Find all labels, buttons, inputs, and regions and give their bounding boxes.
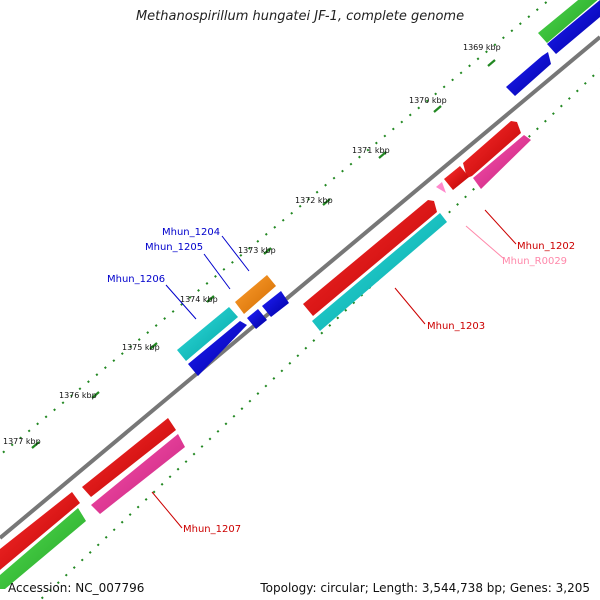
gene-label-mhun-1202[interactable]: Mhun_1202: [517, 241, 575, 252]
gene-arrow-red-bottom[interactable]: [0, 492, 80, 570]
major-ticks: [31, 59, 496, 449]
gene-arrow-pink-1207[interactable]: [91, 434, 185, 514]
accession-label: Accession: NC_007796: [8, 581, 145, 595]
gene-arrow-red-small[interactable]: [444, 166, 469, 190]
genome-summary-label: Topology: circular; Length: 3,544,738 bp…: [260, 581, 590, 595]
gene-label-mhun-r0029[interactable]: Mhun_R0029: [502, 256, 567, 267]
gene-arrow-cyan-1203[interactable]: [312, 213, 447, 331]
gene-arrow-cyan-1206[interactable]: [177, 307, 238, 361]
trna-r0029[interactable]: [436, 182, 446, 193]
ticks-outer: [0, 0, 551, 456]
gene-arrow-blue-1369[interactable]: [506, 52, 551, 96]
scale-label-1376: 1376 kbp: [59, 391, 97, 400]
gene-arrow-green-bottom[interactable]: [0, 508, 86, 589]
scale-labels: 1369 kbp 1370 kbp 1371 kbp 1372 kbp 1373…: [3, 43, 501, 446]
scale-label-1369: 1369 kbp: [463, 43, 501, 52]
gene-label-mhun-1203[interactable]: Mhun_1203: [427, 321, 485, 332]
gene-label-mhun-1206[interactable]: Mhun_1206: [107, 274, 165, 285]
gene-arrow-green-top[interactable]: [538, 0, 600, 43]
gene-label-mhun-1205[interactable]: Mhun_1205: [145, 242, 203, 253]
gene-arrow-red-1202[interactable]: [463, 121, 521, 178]
genome-backbone: [0, 35, 600, 540]
scale-label-1373: 1373 kbp: [238, 246, 276, 255]
gene-arrow-blue-1205a[interactable]: [247, 309, 267, 329]
scale-label-1375: 1375 kbp: [122, 343, 160, 352]
gene-arrow-blue-1206[interactable]: [188, 321, 247, 376]
gene-arrow-red-1203[interactable]: [303, 200, 437, 316]
gene-arrow-blue-top[interactable]: [547, 0, 600, 54]
gene-arrow-orange-1204[interactable]: [235, 275, 276, 314]
gene-arrow-blue-1205b[interactable]: [262, 291, 289, 317]
gene-arrow-pink-1202[interactable]: [473, 135, 531, 189]
gene-arrow-red-1207[interactable]: [82, 418, 176, 497]
gene-label-mhun-1204[interactable]: Mhun_1204: [162, 227, 220, 238]
scale-label-1372: 1372 kbp: [295, 196, 333, 205]
label-leaders: [151, 209, 517, 529]
scale-label-1377: 1377 kbp: [3, 437, 41, 446]
map-title: Methanospirillum hungatei JF-1, complete…: [135, 9, 465, 24]
scale-label-1371: 1371 kbp: [352, 146, 390, 155]
scale-label-1370: 1370 kbp: [409, 96, 447, 105]
gene-label-mhun-1207[interactable]: Mhun_1207: [183, 524, 241, 535]
scale-label-1374: 1374 kbp: [180, 295, 218, 304]
